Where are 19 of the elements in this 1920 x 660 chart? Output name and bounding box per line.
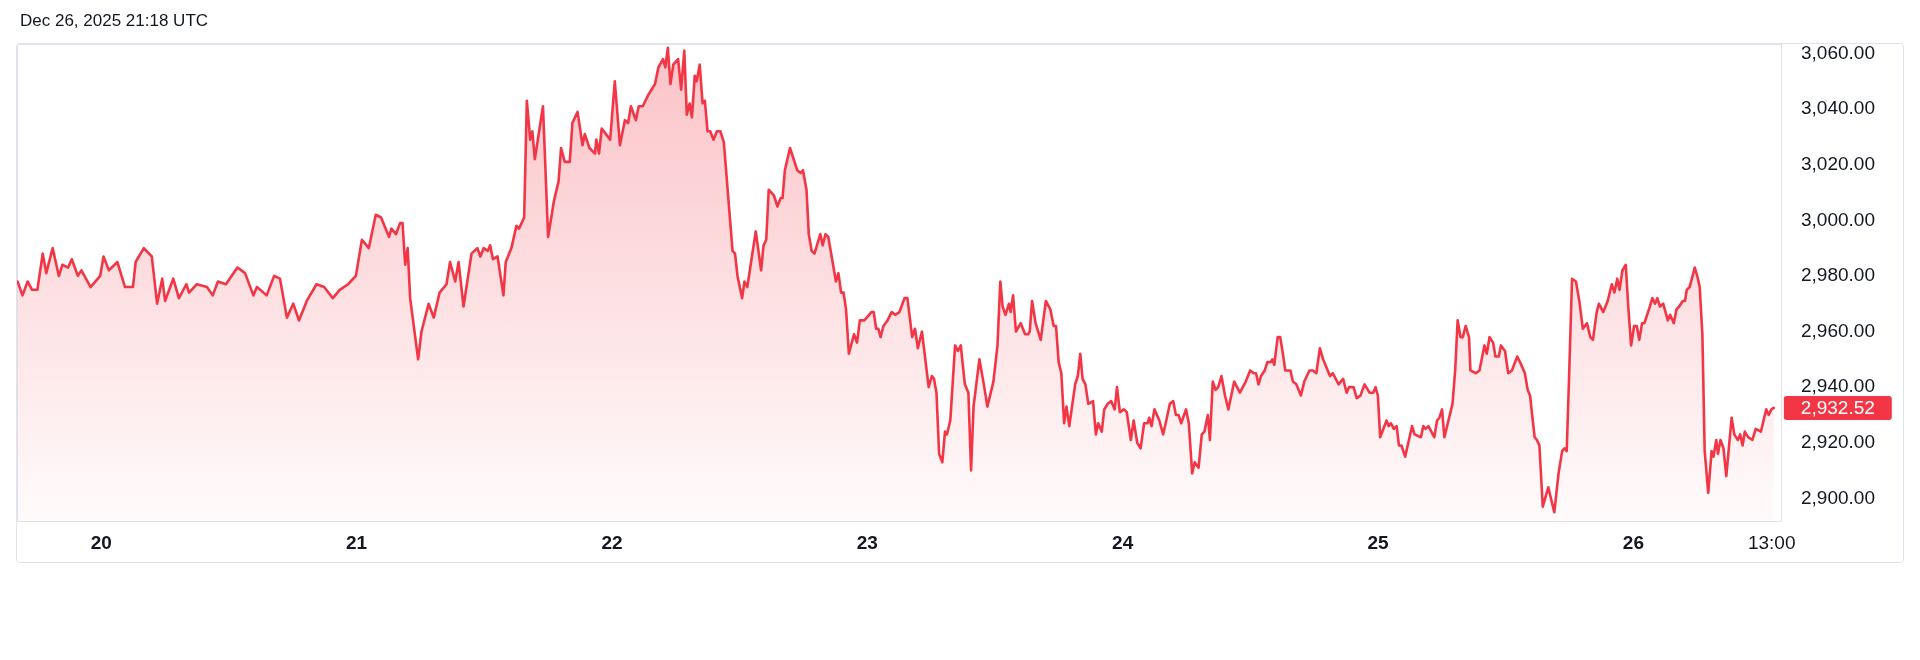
y-tick-label: 3,060.00: [1801, 41, 1875, 63]
y-tick-label: 2,920.00: [1801, 430, 1875, 452]
y-tick-label: 3,040.00: [1801, 97, 1875, 119]
x-tick-label: 26: [1622, 531, 1644, 553]
y-tick-label: 2,900.00: [1801, 486, 1875, 508]
x-tick-label: 21: [346, 531, 368, 553]
x-tick-label: 24: [1112, 531, 1134, 553]
x-tick-label: 25: [1367, 531, 1390, 553]
x-tick-label: 20: [90, 531, 112, 553]
x-tick-label: 13:00: [1747, 531, 1796, 553]
y-tick-label: 2,940.00: [1801, 375, 1875, 397]
x-tick-label: 23: [856, 531, 878, 553]
y-tick-label: 3,000.00: [1801, 208, 1875, 230]
annotation: 2,932.52: [1800, 397, 1875, 419]
chart-title: Dec 26, 2025 21:18 UTC: [20, 11, 209, 31]
y-tick-label: 2,960.00: [1801, 319, 1875, 341]
y-tick-label: 2,980.00: [1801, 264, 1875, 286]
y-tick-label: 3,020.00: [1801, 152, 1875, 174]
x-tick-label: 22: [601, 531, 623, 553]
